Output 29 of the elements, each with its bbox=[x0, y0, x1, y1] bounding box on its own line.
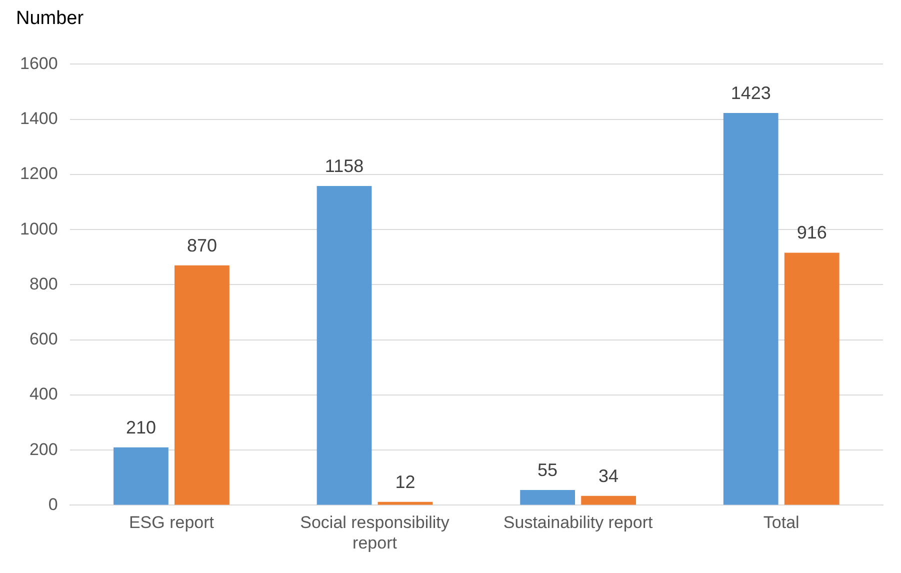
data-label: 1158 bbox=[324, 156, 364, 176]
y-tick-label: 800 bbox=[29, 274, 58, 294]
y-tick-label: 400 bbox=[29, 384, 58, 404]
data-label: 55 bbox=[538, 460, 558, 480]
data-label: 34 bbox=[598, 466, 619, 486]
y-tick-label: 200 bbox=[29, 440, 58, 459]
data-label: 870 bbox=[186, 235, 217, 256]
bar bbox=[174, 265, 230, 505]
y-tick-label: 1000 bbox=[20, 219, 58, 238]
bar bbox=[784, 252, 840, 505]
x-tick-label: Social responsibility report bbox=[300, 513, 450, 552]
bar bbox=[723, 112, 778, 505]
bar bbox=[581, 496, 636, 505]
x-tick-label: Total bbox=[763, 513, 800, 532]
y-tick-label: 600 bbox=[29, 330, 58, 349]
data-label: 916 bbox=[796, 222, 827, 243]
data-label: 210 bbox=[126, 417, 156, 438]
bar bbox=[114, 447, 168, 505]
y-tick-label: 1200 bbox=[20, 164, 58, 184]
bar bbox=[316, 186, 372, 505]
y-tick-label: 0 bbox=[48, 494, 58, 514]
x-tick-label: Sustainability report bbox=[503, 513, 653, 532]
x-tick-label: ESG report bbox=[128, 513, 214, 532]
y-axis-title: Number bbox=[15, 8, 85, 31]
data-label: 1423 bbox=[730, 82, 771, 103]
y-tick-label: 1600 bbox=[20, 54, 58, 73]
data-label: 12 bbox=[395, 472, 416, 492]
bar bbox=[520, 490, 576, 505]
y-tick-label: 1400 bbox=[20, 109, 58, 128]
